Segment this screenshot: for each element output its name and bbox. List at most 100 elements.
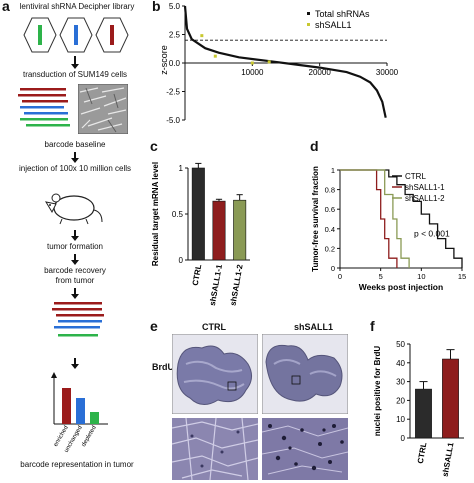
bar: [442, 358, 459, 439]
step-representation: barcode representation in tumor: [20, 460, 134, 469]
b-ytick-label: -5.0: [166, 116, 180, 125]
panel-label-f: f: [370, 318, 375, 334]
cell-culture-image: [78, 84, 128, 134]
b-ytick-label: 2.5: [169, 31, 181, 40]
barcode-bars-baseline: [18, 88, 70, 127]
e-row-label-brdu: BrdU: [152, 362, 174, 372]
panel-label-a: a: [2, 0, 10, 14]
bar-ytick-label: 0: [401, 434, 406, 443]
histology-ctrl-overview: [172, 334, 258, 414]
d-xtick-label: 0: [338, 272, 342, 281]
bar-ytick-label: 50: [396, 340, 405, 349]
bar: [212, 200, 226, 261]
d-pvalue: p < 0.001: [414, 229, 450, 239]
d-ytick-label: 0: [331, 264, 335, 273]
bar-ytick-label: 40: [396, 359, 405, 368]
b-legend: Total shRNAs shSALL1: [307, 9, 370, 30]
bar-ytick-label: 30: [396, 378, 405, 387]
panel-f-brdu-chart: nuclei positive for BrdU 0 10 20 30 40 50 CTRL s…: [373, 340, 464, 477]
d-ytick-label: 0.6: [325, 205, 335, 214]
bar-unchanged: [76, 398, 85, 424]
mouse-icon: [44, 193, 103, 225]
d-ytick-label: 0.2: [325, 244, 335, 253]
bar-depleted: [90, 412, 99, 424]
d-ytick-label: 1: [331, 166, 335, 175]
panel-c-mrna-chart: Residual target mRNA level 0 0.5 1 CTRL shSAL…: [151, 162, 250, 307]
zoom-box-ctrl: [227, 381, 237, 391]
library-hexagons: [23, 17, 129, 53]
step-injection: injection of 100x 10 million cells: [18, 164, 132, 173]
bar-ylabel: nuclei positive for BrdU: [373, 346, 382, 436]
bar-ytick-label: 20: [396, 396, 405, 405]
d-xtick-label: 10: [417, 272, 425, 281]
panel-label-b: b: [152, 0, 161, 14]
b-xtick-label: 10000: [241, 68, 264, 77]
bar-category-label: CTRL: [416, 442, 429, 465]
e-col-label-ctrl: CTRL: [202, 322, 226, 332]
legend-marker-total: [307, 12, 310, 15]
panel-e-histology: CTRL shSALL1 BrdU: [152, 322, 368, 483]
histology-sall1-overview: [262, 334, 348, 414]
bar-category-label: shSALL1-2: [229, 263, 245, 306]
panel-b-zscore-chart: z-score -5.0 -2.5 0.0 2.5 5.0 10000 20000 30000…: [159, 2, 399, 125]
d-xtick-label: 15: [458, 272, 466, 281]
legend-total: Total shRNAs: [315, 9, 370, 19]
zoom-box-sall1: [291, 375, 301, 385]
d-ylabel: Tumor-free survival fraction: [311, 166, 320, 272]
d-legend-label: CTRL: [405, 172, 426, 181]
bar-ytick-label: 1: [179, 164, 184, 173]
step-recovery-2: from tumor: [55, 276, 95, 285]
d-series-line: [340, 169, 410, 268]
histology-ctrl-zoom: [172, 418, 258, 480]
panel-label-e: e: [150, 318, 158, 334]
bar-ytick-label: 0.5: [172, 210, 184, 219]
bar-category-label: shSALL1: [441, 441, 456, 477]
d-xlabel: Weeks post injection: [359, 282, 443, 292]
b-ylabel: z-score: [159, 45, 169, 75]
b-xtick-label: 30000: [376, 68, 399, 77]
panel-label-c: c: [150, 138, 158, 154]
histology-sall1-zoom: [262, 418, 348, 480]
shrna-green: [38, 25, 42, 45]
barcode-bars-tumor: [52, 302, 104, 337]
b-ytick-label: 0.0: [169, 59, 181, 68]
d-series-line: [340, 169, 398, 268]
bar-enriched: [62, 388, 71, 424]
d-ytick-label: 0.4: [325, 225, 335, 234]
bar-category-label: shSALL1-1: [208, 263, 224, 306]
step-tumor-formation: tumor formation: [46, 242, 104, 251]
label-depleted: depleted: [81, 425, 98, 448]
legend-marker-sall1: [307, 23, 310, 26]
panel-label-d: d: [310, 138, 319, 154]
step-library: lentiviral shRNA Decipher library: [19, 2, 135, 11]
bar-ytick-label: 0: [179, 256, 184, 265]
bar: [191, 167, 205, 261]
b-series-total: [183, 5, 387, 118]
bar: [415, 388, 432, 439]
step-baseline: barcode baseline: [44, 140, 106, 149]
b-ytick-label: 5.0: [169, 2, 181, 11]
e-col-label-sall1: shSALL1: [294, 322, 334, 332]
bar-category-label: CTRL: [191, 264, 204, 287]
d-xtick-label: 5: [379, 272, 383, 281]
b-ytick-label: -2.5: [166, 88, 180, 97]
bar-ylabel: Residual target mRNA level: [151, 162, 160, 266]
representation-barplot: enriched unchanged depleted: [51, 372, 108, 454]
d-legend-label: shSALL1-2: [405, 194, 445, 203]
step-recovery: barcode recovery: [44, 266, 106, 275]
bar-ytick-label: 10: [396, 415, 405, 424]
legend-sall1: shSALL1: [315, 20, 352, 30]
shrna-red: [110, 25, 114, 45]
bar: [233, 199, 247, 261]
d-legend-label: shSALL1-1: [405, 183, 445, 192]
panel-d-survival-chart: Tumor-free survival fraction Weeks post i…: [311, 166, 466, 292]
b-point-shsall1: [200, 34, 204, 38]
b-xtick-label: 20000: [309, 68, 332, 77]
shrna-blue: [74, 25, 78, 45]
b-point-shsall1: [250, 61, 254, 65]
b-point-shsall1: [213, 54, 217, 58]
d-ytick-label: 0.8: [325, 186, 335, 195]
step-transduction: transduction of SUM149 cells: [22, 70, 128, 79]
d-series-line: [340, 169, 463, 268]
b-point-shsall1: [267, 60, 271, 64]
